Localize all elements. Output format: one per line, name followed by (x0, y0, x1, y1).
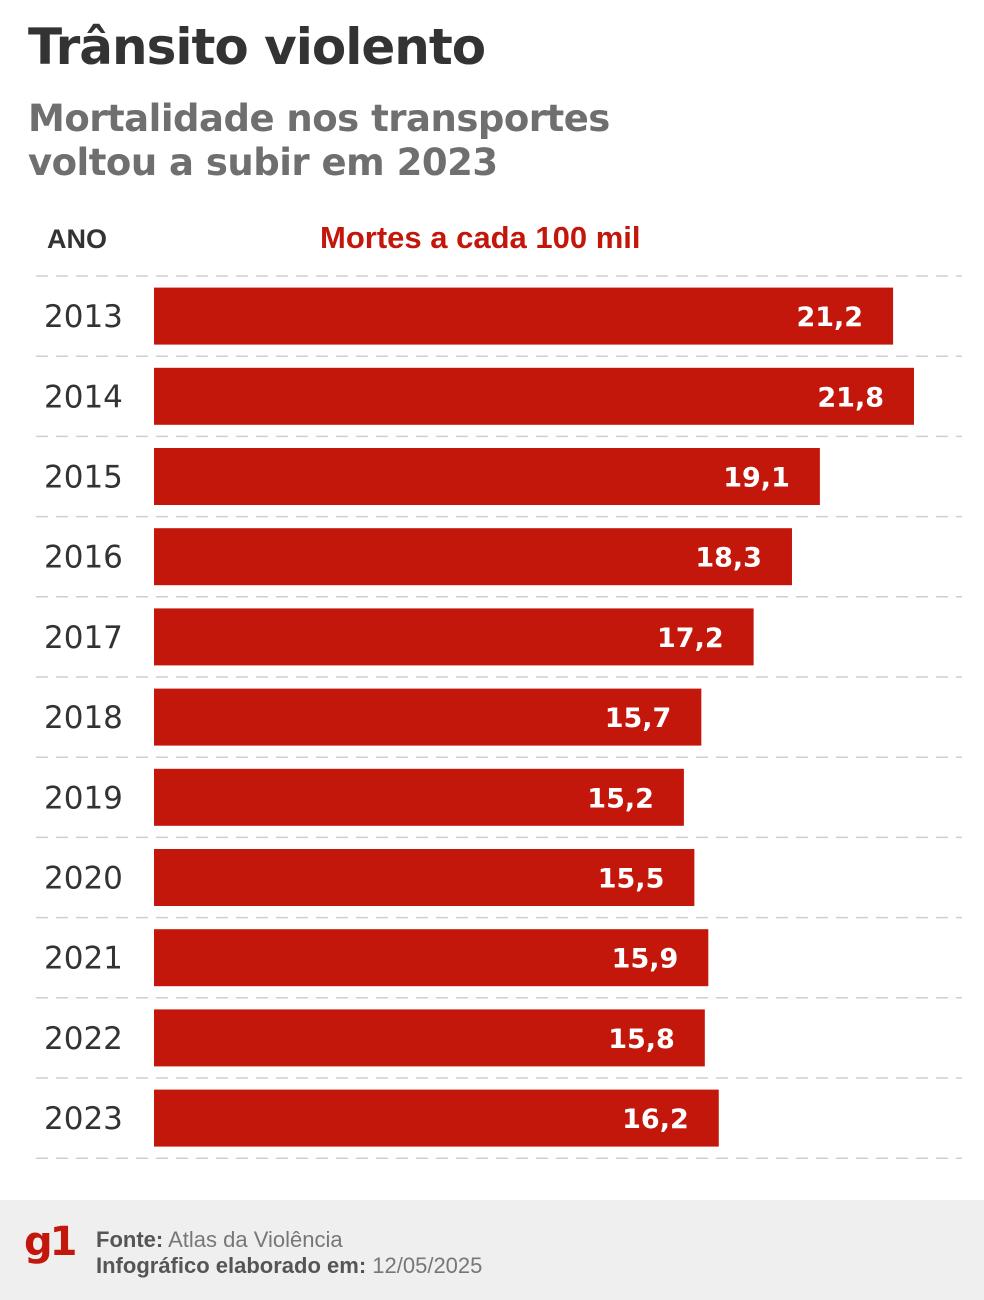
bar (154, 367, 914, 425)
data-label: 16,2 (622, 1104, 689, 1135)
year-label: 2015 (44, 460, 123, 496)
data-label: 15,9 (612, 944, 679, 975)
source-value: Atlas da Violência (168, 1227, 343, 1252)
data-label: 15,8 (608, 1024, 675, 1055)
source-line: Fonte: Atlas da Violência (96, 1229, 343, 1251)
bar (154, 929, 709, 987)
bar (154, 1009, 705, 1067)
bar (154, 768, 684, 826)
bar (154, 1089, 719, 1147)
bar (154, 448, 820, 505)
data-label: 21,8 (817, 382, 884, 413)
year-label: 2019 (44, 780, 123, 816)
g1-logo: g1 (24, 1219, 77, 1265)
date-value: 12/05/2025 (372, 1253, 483, 1278)
data-label: 15,7 (605, 703, 672, 734)
year-label: 2014 (44, 379, 123, 415)
year-label: 2013 (44, 299, 123, 335)
value-column-header: Mortes a cada 100 mil (320, 220, 641, 255)
bar (154, 849, 695, 906)
data-label: 15,2 (587, 783, 654, 814)
chart-title: Trânsito violento (28, 18, 486, 76)
year-label: 2020 (44, 861, 123, 897)
data-label: 15,5 (598, 864, 665, 895)
data-label: 21,2 (796, 302, 863, 333)
chart-subtitle: Mortalidade nos transportes voltou a sub… (28, 97, 610, 184)
source-label: Fonte: (96, 1227, 164, 1252)
year-label: 2022 (44, 1021, 123, 1057)
bar (154, 608, 754, 666)
year-label: 2016 (44, 540, 123, 576)
year-label: 2021 (44, 941, 123, 977)
year-label: 2017 (44, 620, 123, 656)
data-label: 19,1 (723, 463, 790, 494)
footer: g1 Fonte: Atlas da Violência Infográfico… (0, 1200, 984, 1300)
data-label: 18,3 (695, 543, 762, 574)
bar-chart: 2013 21,2 2014 21,8 2015 19,1 2016 18,3 2017 17,2… (36, 275, 962, 1159)
bar (154, 287, 894, 345)
date-label: Infográfico elaborado em: (96, 1253, 367, 1278)
year-column-header: ANO (47, 224, 107, 254)
data-label: 17,2 (657, 623, 724, 654)
bar (154, 528, 792, 586)
date-line: Infográfico elaborado em: 12/05/2025 (96, 1255, 482, 1277)
bar (154, 688, 702, 746)
year-label: 2023 (44, 1101, 123, 1137)
year-label: 2018 (44, 700, 123, 736)
